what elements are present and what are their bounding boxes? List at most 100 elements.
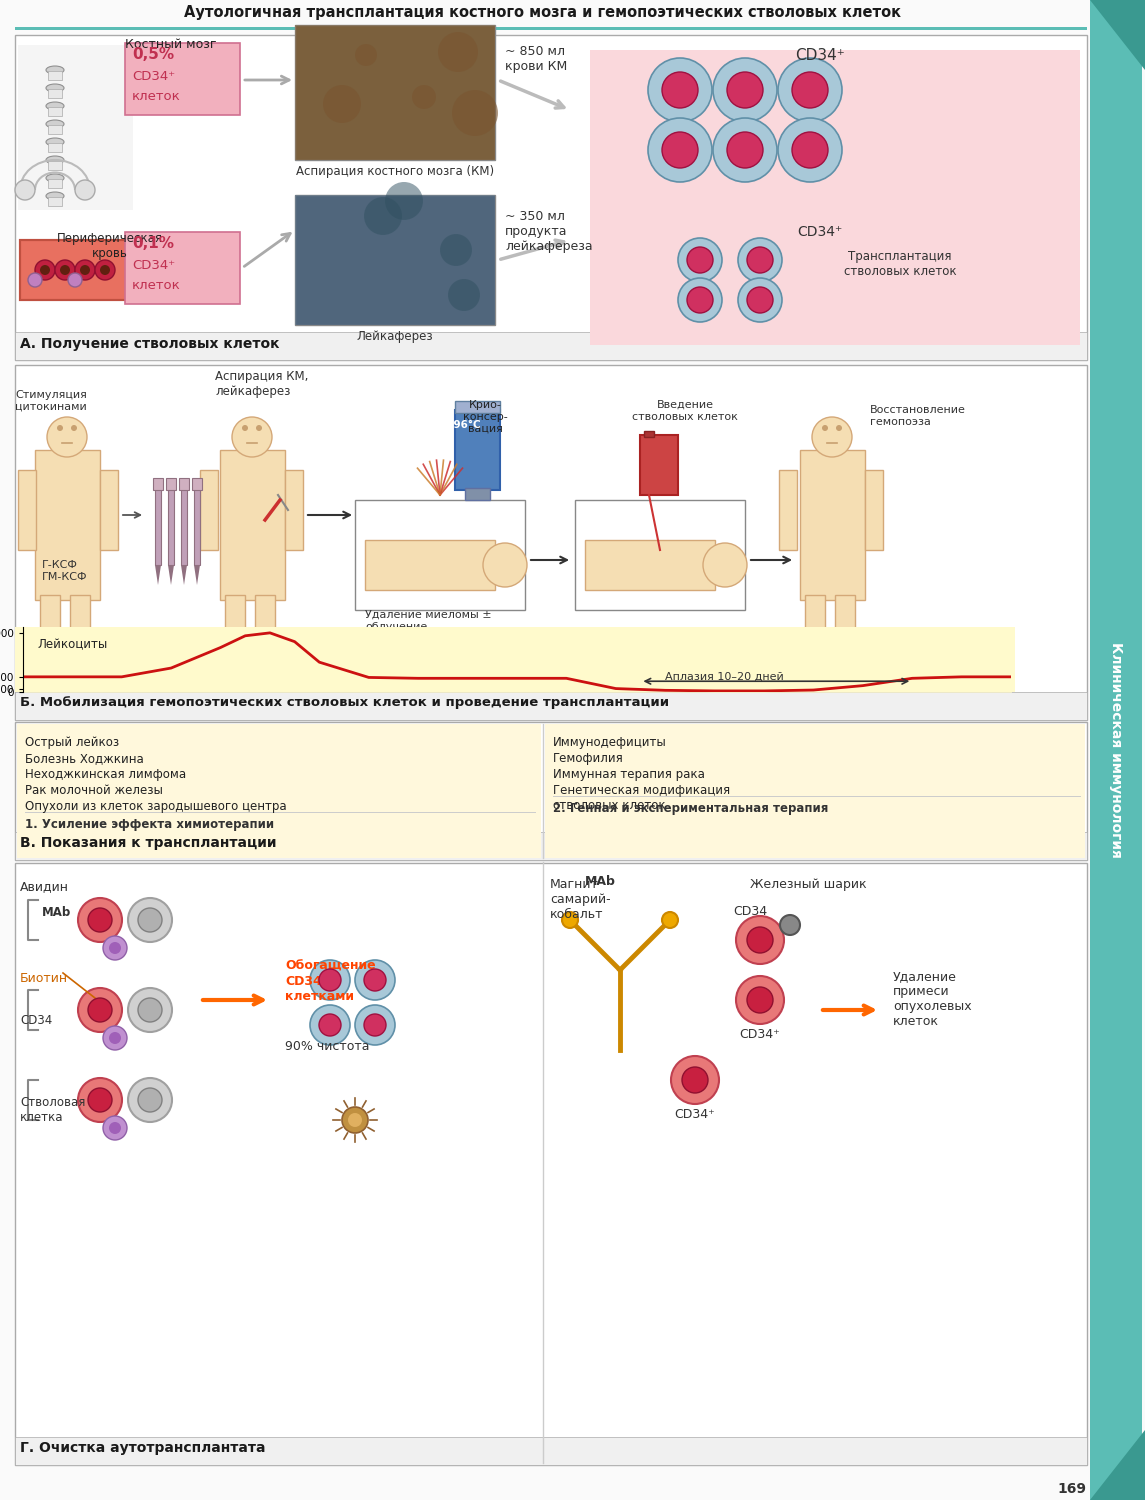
Bar: [15, 862, 1087, 1466]
Circle shape: [739, 238, 782, 282]
Circle shape: [713, 58, 777, 122]
Text: CD34: CD34: [19, 1014, 53, 1026]
Bar: [48, 160, 62, 170]
Text: Лейкоциты: Лейкоциты: [38, 639, 108, 651]
Polygon shape: [155, 566, 161, 585]
Circle shape: [662, 132, 698, 168]
Circle shape: [319, 969, 341, 992]
Bar: [125, 232, 240, 304]
Circle shape: [747, 927, 773, 952]
Circle shape: [780, 915, 800, 934]
Circle shape: [355, 960, 395, 1000]
Circle shape: [35, 260, 55, 280]
Circle shape: [648, 118, 712, 182]
Circle shape: [419, 64, 445, 90]
Bar: [575, 500, 745, 610]
Circle shape: [727, 132, 763, 168]
Text: Обогащение
CD34⁺
клетками: Обогащение CD34⁺ клетками: [285, 960, 376, 1004]
Text: Г. Очистка аутотрансплантата: Г. Очистка аутотрансплантата: [19, 1442, 266, 1455]
Bar: [805, 596, 826, 630]
Circle shape: [736, 916, 784, 964]
Bar: [17, 724, 540, 858]
Bar: [643, 430, 654, 436]
Circle shape: [466, 256, 482, 272]
Text: Удаление миеломы ±
облучение: Удаление миеломы ± облучение: [365, 610, 491, 632]
Circle shape: [47, 417, 87, 458]
Bar: [15, 722, 1087, 860]
Text: 169: 169: [1058, 1482, 1087, 1496]
Bar: [100, 470, 118, 550]
Circle shape: [671, 1056, 719, 1104]
Text: Восстановление
гемопоэза: Восстановление гемопоэза: [870, 405, 966, 426]
Circle shape: [88, 1088, 112, 1112]
Text: Костный мозг: Костный мозг: [125, 38, 216, 51]
Circle shape: [792, 132, 828, 168]
Circle shape: [836, 424, 842, 430]
Bar: [200, 470, 218, 550]
Text: Аспирация КМ,
лейкаферез: Аспирация КМ, лейкаферез: [215, 370, 308, 398]
Circle shape: [682, 1066, 708, 1094]
Bar: [585, 540, 714, 590]
Ellipse shape: [46, 66, 64, 74]
Circle shape: [15, 180, 35, 200]
Circle shape: [139, 1088, 161, 1112]
Bar: [545, 724, 1085, 858]
Polygon shape: [194, 566, 200, 585]
Text: CD34⁺: CD34⁺: [795, 48, 845, 63]
Bar: [220, 450, 285, 600]
Circle shape: [57, 424, 63, 430]
Circle shape: [71, 424, 77, 430]
Text: Б. Мобилизация гемопоэтических стволовых клеток и проведение трансплантации: Б. Мобилизация гемопоэтических стволовых…: [19, 696, 669, 709]
Text: -196°C: -196°C: [443, 420, 481, 430]
Ellipse shape: [46, 174, 64, 182]
Circle shape: [453, 238, 479, 264]
Bar: [18, 45, 133, 210]
Text: Иммунная терапия рака: Иммунная терапия рака: [553, 768, 705, 782]
Circle shape: [139, 998, 161, 1022]
Bar: [15, 364, 1087, 720]
Circle shape: [342, 1107, 368, 1132]
Circle shape: [792, 72, 828, 108]
Text: 0,5%: 0,5%: [132, 46, 174, 62]
Bar: [365, 540, 495, 590]
Bar: [155, 484, 161, 566]
Bar: [35, 450, 100, 600]
Circle shape: [459, 62, 491, 93]
Text: CD34⁺: CD34⁺: [132, 70, 175, 82]
Text: Болезнь Ходжкина: Болезнь Ходжкина: [25, 752, 144, 765]
Circle shape: [78, 1078, 123, 1122]
Bar: [40, 596, 60, 630]
Bar: [48, 178, 62, 188]
Bar: [455, 400, 500, 412]
Bar: [295, 195, 495, 326]
Bar: [125, 44, 240, 116]
Text: Периферическая
кровь: Периферическая кровь: [57, 232, 163, 260]
Ellipse shape: [46, 156, 64, 164]
Circle shape: [232, 417, 273, 458]
Bar: [226, 596, 245, 630]
Bar: [465, 488, 490, 500]
Bar: [48, 142, 62, 152]
Circle shape: [812, 417, 852, 458]
Text: клеток: клеток: [132, 279, 181, 292]
Text: Стволовая
клетка: Стволовая клетка: [19, 1096, 86, 1124]
Text: Введение
стволовых клеток: Введение стволовых клеток: [632, 400, 737, 422]
Circle shape: [55, 260, 76, 280]
Bar: [800, 450, 864, 600]
Circle shape: [109, 1122, 121, 1134]
Bar: [15, 627, 1014, 692]
Circle shape: [347, 118, 395, 166]
Bar: [285, 470, 303, 550]
Text: Острый лейкоз: Острый лейкоз: [25, 736, 119, 748]
Circle shape: [95, 260, 115, 280]
Circle shape: [450, 94, 477, 123]
Bar: [181, 484, 187, 566]
Circle shape: [78, 988, 123, 1032]
Text: Неходжкинская лимфома: Неходжкинская лимфома: [25, 768, 187, 782]
Circle shape: [60, 266, 70, 274]
Circle shape: [648, 58, 712, 122]
Text: 90% чистота: 90% чистота: [285, 1040, 370, 1053]
Text: CD34⁺: CD34⁺: [740, 1028, 781, 1041]
Bar: [455, 410, 500, 491]
Circle shape: [678, 278, 722, 322]
